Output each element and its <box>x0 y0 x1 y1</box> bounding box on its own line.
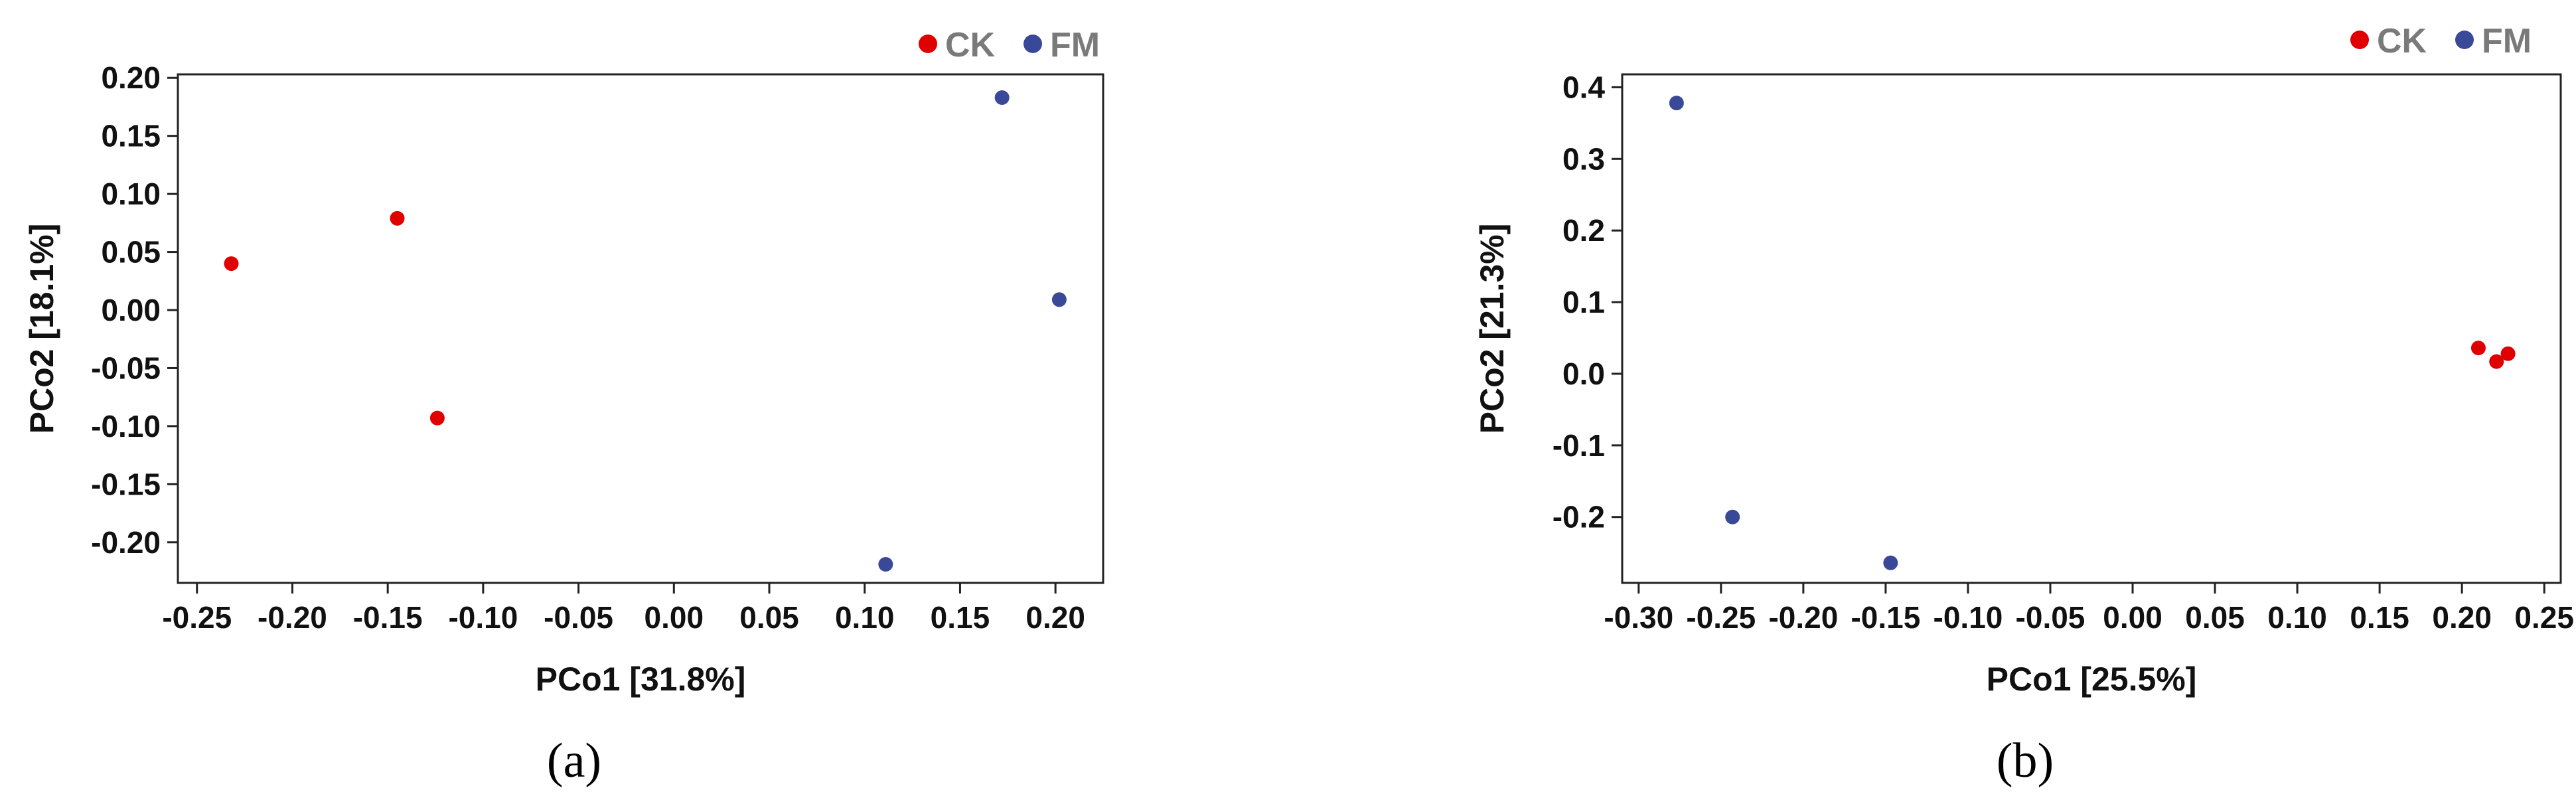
y-tick-label: -0.05 <box>91 351 161 385</box>
panel-label: (a) <box>547 734 601 788</box>
y-tick-label: -0.20 <box>91 525 161 560</box>
y-tick-label: 0.2 <box>1562 213 1605 248</box>
legend-marker-fm <box>1023 35 1042 53</box>
y-tick-label: -0.2 <box>1553 500 1605 534</box>
y-tick-label: 0.20 <box>101 60 161 95</box>
data-point-ck <box>390 210 405 226</box>
y-tick-label: 0.05 <box>101 235 161 270</box>
data-point-fm <box>1725 509 1740 524</box>
legend-marker-ck <box>919 35 937 53</box>
data-point-fm <box>1883 555 1898 570</box>
x-tick-label: -0.10 <box>448 600 518 635</box>
y-tick-label: 0.3 <box>1562 141 1605 176</box>
plot-frame <box>177 73 1104 584</box>
x-tick-label: 0.10 <box>835 600 895 635</box>
chart-panel-b: -0.30 -0.25 -0.20 -0.15 -0.10 -0.05 0.00 0.05 0.… <box>1474 22 2574 788</box>
x-tick-label: -0.10 <box>1933 600 2003 635</box>
chart-panel-a: -0.25 -0.20 -0.15 -0.10 -0.05 0.00 0.05 0.10 0.1… <box>23 26 1104 788</box>
legend-marker-ck <box>2350 31 2369 49</box>
data-point-fm <box>1051 292 1067 307</box>
x-tick-label: -0.30 <box>1604 600 1673 635</box>
x-tick-label: -0.05 <box>544 600 613 635</box>
y-tick-label: -0.1 <box>1553 428 1605 463</box>
x-axis-title: PCo1 [31.8%] <box>536 661 746 698</box>
data-point-ck <box>2489 354 2504 369</box>
y-tick-label: 0.00 <box>101 293 161 327</box>
y-axis-title: PCo2 [21.3%] <box>1474 224 1511 434</box>
legend-marker-fm <box>2455 31 2474 49</box>
data-point-ck <box>2470 341 2486 356</box>
x-tick-label: 0.05 <box>2185 600 2245 635</box>
data-point-ck <box>429 410 445 426</box>
legend-label-ck: CK <box>945 26 996 64</box>
data-point-fm <box>994 90 1010 105</box>
x-tick-label: 0.20 <box>1025 600 1085 635</box>
data-point-ck <box>224 256 239 272</box>
x-axis-title: PCo1 [25.5%] <box>1987 661 2197 698</box>
y-tick-label: 0.1 <box>1562 285 1605 319</box>
data-point-fm <box>1669 96 1684 111</box>
data-point-ck <box>2500 346 2516 361</box>
x-tick-label: -0.25 <box>1686 600 1756 635</box>
legend-label-fm: FM <box>1050 26 1100 64</box>
x-tick-label: 0.00 <box>2103 600 2162 635</box>
y-tick-label: 0.4 <box>1562 70 1605 104</box>
x-tick-label: -0.15 <box>1851 600 1920 635</box>
x-tick-label: -0.25 <box>162 600 232 635</box>
x-tick-label: 0.05 <box>739 600 799 635</box>
plot-frame <box>1621 73 2562 584</box>
x-tick-label: -0.15 <box>353 600 423 635</box>
y-tick-label: -0.10 <box>91 409 161 443</box>
panel-label: (b) <box>1997 734 2054 788</box>
x-tick-label: -0.20 <box>258 600 327 635</box>
y-axis-title: PCo2 [18.1%] <box>23 224 60 434</box>
y-tick-label: 0.0 <box>1562 357 1605 391</box>
data-point-fm <box>878 557 893 572</box>
x-tick-label: 0.25 <box>2514 600 2574 635</box>
x-tick-label: 0.00 <box>644 600 704 635</box>
x-tick-label: -0.05 <box>2016 600 2085 635</box>
y-tick-label: 0.15 <box>101 119 161 153</box>
y-tick-label: 0.10 <box>101 177 161 211</box>
x-tick-label: 0.10 <box>2267 600 2327 635</box>
x-tick-label: 0.15 <box>2350 600 2409 635</box>
legend-label-fm: FM <box>2482 22 2532 60</box>
x-tick-label: 0.15 <box>931 600 990 635</box>
legend-label-ck: CK <box>2377 22 2427 60</box>
x-tick-label: 0.20 <box>2432 600 2492 635</box>
y-tick-label: -0.15 <box>91 467 161 501</box>
x-tick-label: -0.20 <box>1768 600 1838 635</box>
